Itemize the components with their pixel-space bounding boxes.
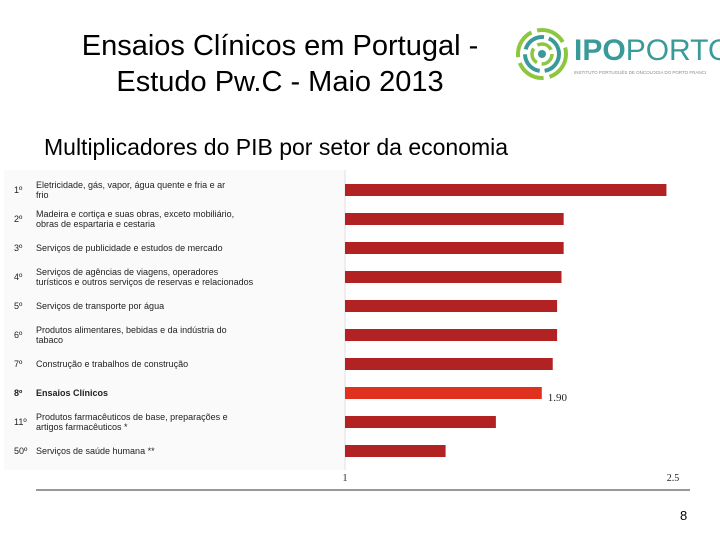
bar-3 <box>345 242 564 254</box>
bar-1 <box>345 184 667 196</box>
sector-label-line: Ensaios Clínicos <box>36 388 108 398</box>
sector-label-line: frio <box>36 190 49 200</box>
rank-label: 8º <box>14 388 23 398</box>
bar-5 <box>345 300 558 312</box>
x-tick-label: 2.5 <box>667 473 680 484</box>
sector-label-line: obras de espartaria e cestaria <box>36 219 155 229</box>
page-number: 8 <box>680 508 688 523</box>
bar-2 <box>345 213 564 225</box>
logo-brand-light: PORTO <box>625 34 720 67</box>
ipo-porto-logo: IPOPORTO INSTITUTO PORTUGUÊS DE ONCOLOGI… <box>512 26 720 86</box>
x-tick-label: 1 <box>343 473 348 484</box>
rank-label: 4º <box>14 272 23 282</box>
bar-8 <box>345 387 542 399</box>
sector-label: Produtos farmacêuticos de base, preparaç… <box>36 412 228 432</box>
sector-label: Produtos alimentares, bebidas e da indús… <box>36 325 227 345</box>
sector-label-line: artigos farmacêuticos * <box>36 422 128 432</box>
sector-label-line: Madeira e cortiça e suas obras, exceto m… <box>36 209 234 219</box>
bar-7 <box>345 358 553 370</box>
title-line-2: Estudo Pw.C - Maio 2013 <box>116 66 444 98</box>
sector-label-line: Serviços de transporte por água <box>36 301 164 311</box>
sector-label-line: tabaco <box>36 335 63 345</box>
sector-label-line: Produtos farmacêuticos de base, preparaç… <box>36 412 228 422</box>
rank-label: 3º <box>14 243 23 253</box>
data-label: 1.90 <box>548 392 568 404</box>
sector-label: Serviços de publicidade e estudos de mer… <box>36 243 223 253</box>
bar-10 <box>345 445 446 457</box>
sector-label-line: Serviços de publicidade e estudos de mer… <box>36 243 223 253</box>
spiral-logo-icon <box>516 28 568 80</box>
gdp-multiplier-bar-chart: 1º Eletricidade, gás, vapor, água quente … <box>4 170 690 491</box>
rank-label: 5º <box>14 301 23 311</box>
bar-4 <box>345 271 562 283</box>
sector-label: Eletricidade, gás, vapor, água quente e … <box>36 180 225 200</box>
rank-label: 11º <box>14 417 27 427</box>
bar-6 <box>345 329 558 341</box>
sector-label: Serviços de transporte por água <box>36 301 164 311</box>
title-line-1: Ensaios Clínicos em Portugal - <box>81 30 479 62</box>
rank-label: 1º <box>14 185 23 195</box>
logo-tagline: INSTITUTO PORTUGUÊS DE ONCOLOGIA DO PORT… <box>574 70 706 75</box>
sector-label-line: turísticos e outros serviços de reservas… <box>36 277 254 287</box>
logo-brand-bold: IPO <box>574 34 626 67</box>
sector-label-line: Produtos alimentares, bebidas e da indús… <box>36 325 227 335</box>
sector-label-line: Serviços de agências de viagens, operado… <box>36 267 219 277</box>
sector-label-line: Eletricidade, gás, vapor, água quente e … <box>36 180 225 190</box>
sector-label-line: Construção e trabalhos de construção <box>36 359 188 369</box>
sector-label: Serviços de saúde humana ** <box>36 446 155 456</box>
bar-9 <box>345 416 496 428</box>
sector-label: Construção e trabalhos de construção <box>36 359 188 369</box>
slide-subtitle: Multiplicadores do PIB por setor da econ… <box>44 134 509 160</box>
rank-label: 6º <box>14 330 23 340</box>
logo-wordmark: IPOPORTO <box>574 34 720 68</box>
slide-title: Ensaios Clínicos em Portugal - Estudo Pw… <box>20 28 540 100</box>
sector-label-line: Serviços de saúde humana ** <box>36 446 155 456</box>
rank-label: 7º <box>14 359 23 369</box>
sector-label: Serviços de agências de viagens, operado… <box>36 267 254 287</box>
label-panel <box>4 170 344 470</box>
rank-label: 50º <box>14 446 28 456</box>
rank-label: 2º <box>14 214 23 224</box>
sector-label: Madeira e cortiça e suas obras, exceto m… <box>36 209 234 229</box>
sector-label: Ensaios Clínicos <box>36 388 108 398</box>
